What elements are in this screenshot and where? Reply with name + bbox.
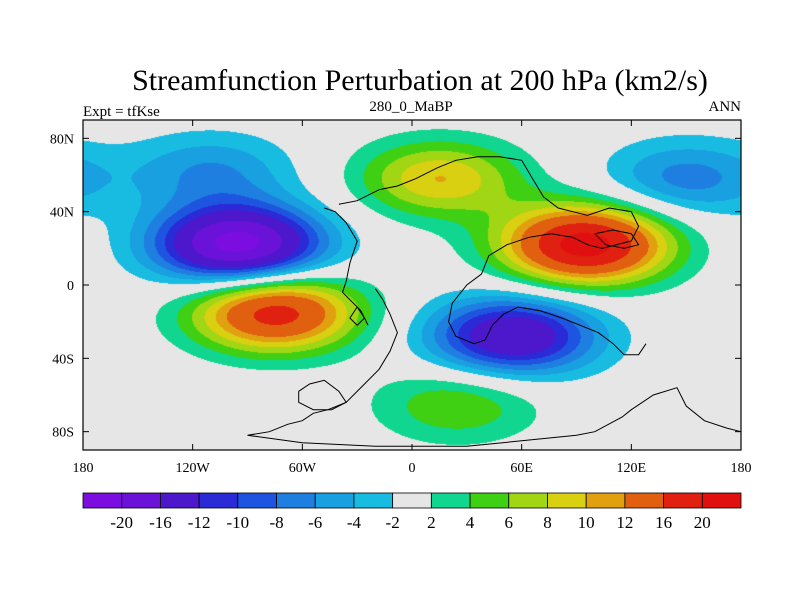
coast-segment-2 [338, 156, 647, 356]
right-string: ANN [709, 99, 742, 115]
colorbar-box [701, 492, 742, 509]
x-tick-label: 60W [289, 461, 317, 476]
coast-segment-5 [349, 306, 366, 327]
y-tick-label: 80S [52, 426, 74, 441]
colorbar-box [353, 492, 394, 509]
colorbar-box [430, 492, 471, 509]
colorbar-box [82, 492, 123, 509]
colorbar: -20 -16 -12 -10 -8 -6 -4 -2 2 4 6 8 10 12 16 20 [82, 492, 742, 532]
colorbar-box [547, 492, 587, 509]
coastline [247, 156, 742, 447]
y-tick-label: 40S [52, 352, 74, 367]
colorbar-box [160, 492, 200, 509]
coast-segment-4 [594, 229, 640, 249]
x-tick-label: 0 [409, 461, 416, 476]
colorbar-box [624, 492, 664, 509]
left-string: Expt = tfKse [83, 104, 160, 120]
colorbar-box [198, 492, 239, 509]
colorbar-label: -16 [149, 513, 172, 532]
colorbar-label: 20 [694, 513, 711, 532]
y-tick-label: 0 [67, 279, 74, 294]
colorbar-label: 16 [655, 513, 672, 532]
colorbar-box [585, 492, 626, 509]
colorbar-label: -4 [347, 513, 362, 532]
coast-segment-0 [247, 288, 742, 447]
x-tick-label: 180 [73, 461, 94, 476]
x-axis: 180 120W 60W 0 60E 120E 180 [73, 120, 752, 476]
x-tick-label: 120E [617, 461, 647, 476]
colorbar-box [314, 492, 355, 509]
coast-segment-1 [324, 207, 369, 326]
colorbar-label: -8 [269, 513, 283, 532]
colorbar-label: -2 [386, 513, 400, 532]
y-axis: 80N 40N 0 40S 80S [50, 132, 741, 441]
colorbar-label: 6 [505, 513, 514, 532]
colorbar-box [508, 492, 548, 509]
colorbar-box [237, 492, 277, 509]
y-tick-label: 80N [50, 132, 74, 147]
x-tick-label: 120W [176, 461, 211, 476]
colorbar-label: 10 [578, 513, 595, 532]
colorbar-label: -20 [110, 513, 133, 532]
center-string: 280_0_MaBP [369, 99, 452, 115]
colorbar-label: -10 [226, 513, 249, 532]
colorbar-label: 4 [466, 513, 475, 532]
colorbar-label: -6 [308, 513, 322, 532]
x-tick-label: 180 [731, 461, 752, 476]
colorbar-box [276, 492, 316, 509]
chart-title: Streamfunction Perturbation at 200 hPa (… [132, 64, 708, 97]
plot-area: 180 120W 60W 0 60E 120E 180 80N 40N 0 40S 80S [50, 119, 752, 476]
colorbar-label: -12 [188, 513, 211, 532]
y-tick-label: 40N [50, 206, 74, 221]
colorbar-label: 2 [427, 513, 436, 532]
colorbar-box [663, 492, 703, 509]
colorbar-box [469, 492, 510, 509]
colorbar-label: 8 [543, 513, 552, 532]
colorbar-box [121, 492, 161, 509]
colorbar-label: 12 [616, 513, 633, 532]
x-tick-label: 60E [510, 461, 533, 476]
contour-field [83, 120, 741, 450]
colorbar-box [392, 492, 432, 509]
coast-segment-3 [298, 379, 347, 411]
